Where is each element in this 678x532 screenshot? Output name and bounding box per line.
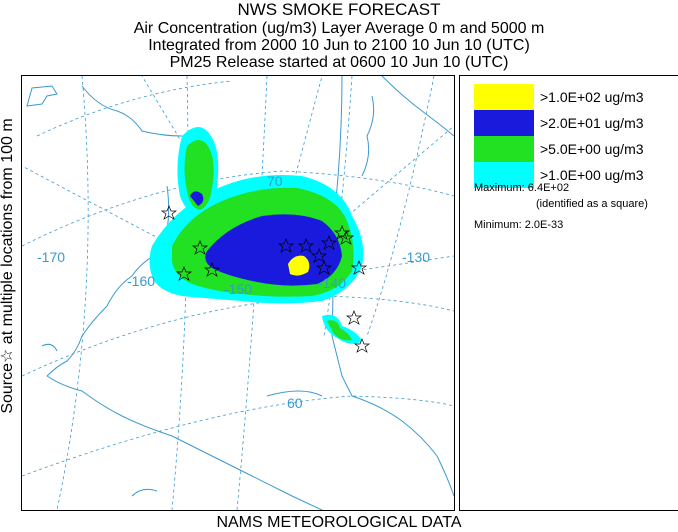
graticule-line [366, 76, 435, 337]
source-star [203, 262, 221, 277]
legend-label-level3: >5.0E+00 ug/m3 [540, 141, 644, 157]
lon-label-160: -160 [127, 273, 155, 289]
plume-north [190, 191, 204, 206]
lon-label-170: -170 [37, 249, 65, 265]
source-star [175, 266, 193, 281]
coast-segment [81, 85, 183, 137]
subtitle-concentration: Air Concentration (ug/m3) Layer Average … [133, 20, 545, 37]
lon-label-150: -150 [224, 281, 252, 297]
source-star [333, 225, 351, 240]
source-star [191, 240, 209, 255]
lat-label-60: 60 [287, 395, 303, 411]
legend-minimum: Minimum: 2.0E-33 [474, 219, 564, 231]
coast-segment [381, 76, 454, 137]
grid-labels: -170 -160 -150 -140 -130 70 60 [37, 173, 430, 411]
source-star [297, 238, 315, 253]
coast-segment [26, 85, 58, 107]
source-star [320, 235, 338, 250]
legend-panel: >1.0E+02 ug/m3 >2.0E+01 ug/m3 >5.0E+00 u… [459, 75, 678, 511]
legend-swatch-level2 [474, 110, 534, 136]
legend-maximum-note: (identified as a square) [536, 198, 648, 210]
legend-label-level2: >2.0E+01 ug/m3 [540, 115, 644, 131]
plume-level1 [288, 255, 310, 276]
subtitle-release: PM25 Release started at 0600 10 Jun 10 (… [169, 54, 509, 71]
coast-segment [266, 390, 323, 397]
source-star [315, 260, 333, 275]
met-data-label: NAMS METEOROLOGICAL DATA [216, 514, 462, 531]
coast-segment [331, 335, 454, 497]
chart-title: NWS SMOKE FORECAST [237, 0, 441, 19]
plume-south [327, 320, 352, 341]
source-markers [160, 205, 371, 353]
legend-maximum: Maximum: 6.4E+02 [474, 182, 570, 194]
source-star [277, 238, 295, 253]
coast-segment [46, 305, 108, 377]
lat-label-70: 70 [267, 173, 283, 189]
source-star [353, 338, 371, 353]
coast-segment [131, 488, 158, 497]
smoke-map: -170 -160 -150 -140 -130 70 60 [22, 76, 454, 510]
legend-swatch-level4 [474, 162, 534, 188]
legend-swatch-level3 [474, 136, 534, 162]
graticule-line [22, 395, 454, 477]
source-star [160, 205, 178, 220]
graticule-line [56, 76, 89, 510]
lon-label-130: -130 [402, 249, 430, 265]
source-star [350, 260, 368, 275]
source-star [345, 310, 363, 325]
lon-label-140: -140 [318, 275, 346, 291]
map-panel: -170 -160 -150 -140 -130 70 60 [21, 75, 455, 511]
legend-label-level4: >1.0E+00 ug/m3 [540, 167, 644, 183]
source-star [337, 230, 355, 245]
graticule-line [22, 170, 454, 247]
source-side-label: Source☆ at multiple locations from 100 m [0, 118, 16, 414]
legend-label-level1: >1.0E+02 ug/m3 [540, 89, 644, 105]
side-label-container: Source☆ at multiple locations from 100 m [0, 0, 22, 532]
graticule-line [22, 295, 454, 377]
coast-segment [106, 185, 170, 307]
subtitle-integration: Integrated from 2000 10 Jun to 2100 10 J… [148, 37, 530, 54]
legend-swatch-level1 [474, 84, 534, 110]
source-star [310, 248, 328, 263]
graticule-line [141, 76, 233, 227]
plume-core [288, 255, 310, 276]
coast-segment [361, 95, 375, 177]
coast-segment [41, 343, 58, 352]
coast-segment [46, 375, 323, 510]
graticule-line [36, 80, 233, 137]
graticule-line [321, 255, 454, 277]
plume-north [184, 140, 214, 210]
